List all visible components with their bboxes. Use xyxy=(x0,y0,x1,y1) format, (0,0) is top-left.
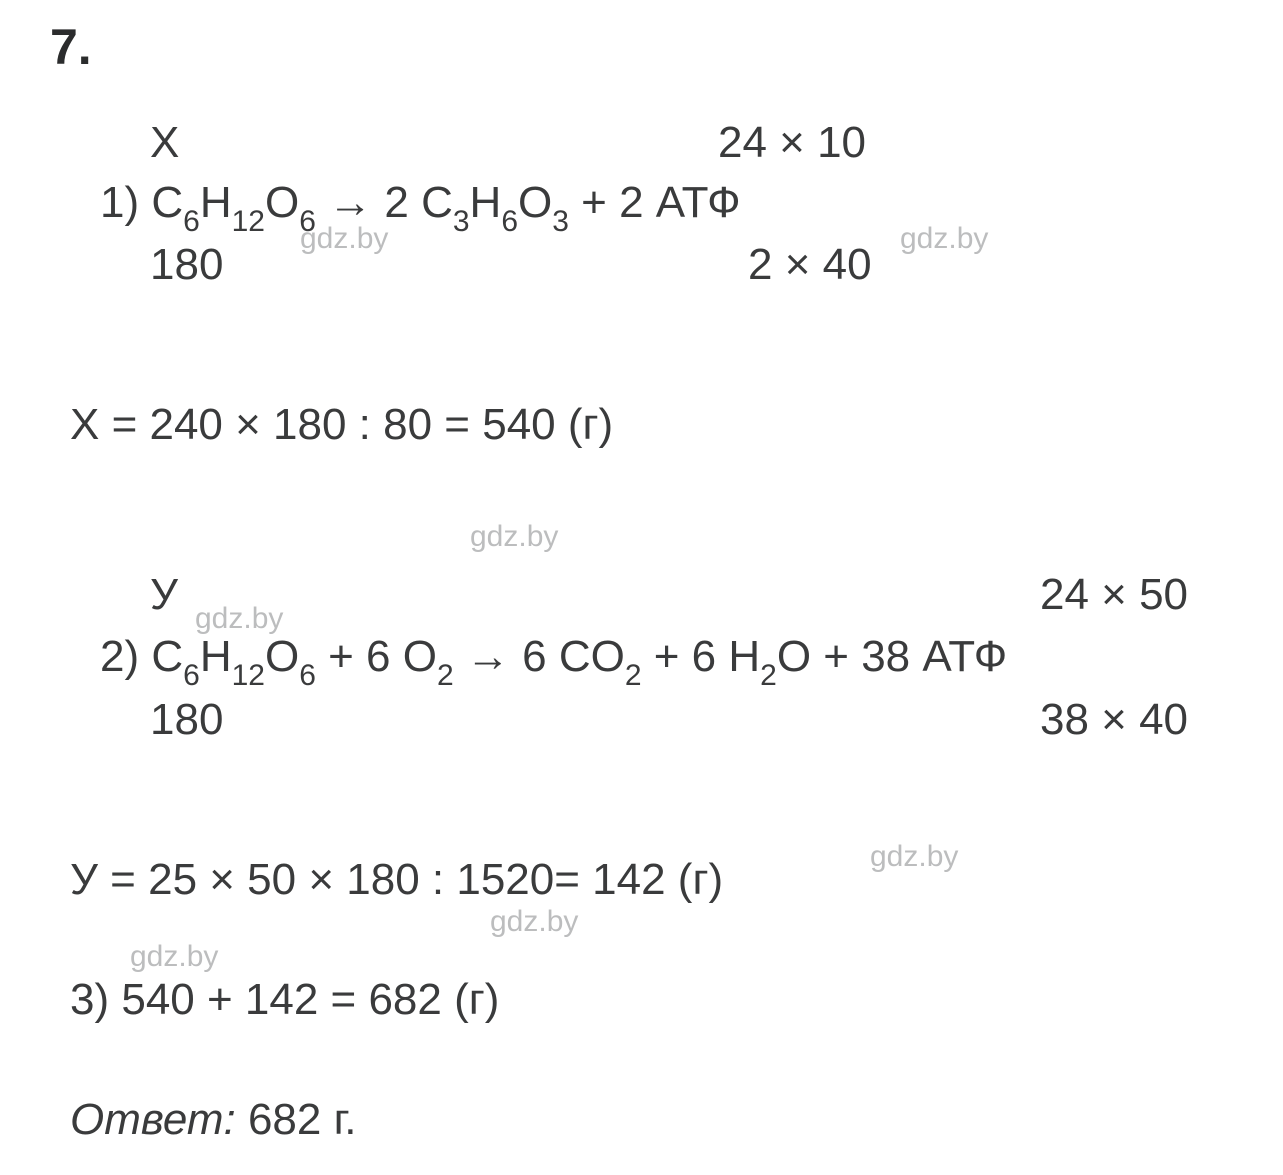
eq1-H3: H xyxy=(470,178,502,227)
eq2-line: 2) C6H12O6 + 6 O2 → 6 CO2 + 6 H2O + 38 А… xyxy=(100,632,1007,682)
watermark-7: gdz.by xyxy=(130,940,218,974)
eq1-x-label: Х xyxy=(150,118,179,168)
eq1-bottom-left: 180 xyxy=(150,240,223,290)
eq1-arrow: → xyxy=(316,178,384,227)
eq2-plus-o2: + 6 O xyxy=(316,632,437,681)
watermark-4: gdz.by xyxy=(195,602,283,636)
eq2-bottom-right: 38 × 40 xyxy=(1040,695,1188,745)
eq2-12: 12 xyxy=(232,659,265,692)
eq2-C1: C xyxy=(151,632,183,681)
eq2-arrow: → xyxy=(454,632,522,681)
eq2-plus-atp: + 38 АТФ xyxy=(811,632,1007,681)
watermark-1: gdz.by xyxy=(300,222,388,256)
eq1-3a: 3 xyxy=(453,205,470,238)
watermark-5: gdz.by xyxy=(870,840,958,874)
eq2-co2: 6 CO xyxy=(522,632,625,681)
eq2-num: 2) xyxy=(100,632,151,681)
problem-number: 7. xyxy=(50,18,92,76)
eq2-h2o-a: + 6 H xyxy=(642,632,761,681)
eq1-top-right: 24 × 10 xyxy=(718,118,866,168)
eq1-H1: H xyxy=(200,178,232,227)
answer-label: Ответ: xyxy=(70,1095,236,1144)
worksheet-content: 7. Х 24 × 10 1) C6H12O6 → 2 C3H6O3 + 2 А… xyxy=(0,0,1283,1175)
y-calc: У = 25 × 50 × 180 : 1520= 142 (г) xyxy=(70,855,723,905)
watermark-2: gdz.by xyxy=(900,222,988,256)
eq1-C3: C xyxy=(421,178,453,227)
eq2-h2osub: 2 xyxy=(760,659,777,692)
eq2-6a: 6 xyxy=(183,659,200,692)
eq1-two: 2 xyxy=(384,178,421,227)
x-calc: Х = 240 × 180 : 80 = 540 (г) xyxy=(70,400,613,450)
eq2-bottom-left: 180 xyxy=(150,695,223,745)
eq2-6b: 6 xyxy=(299,659,316,692)
eq1-12: 12 xyxy=(232,205,265,238)
eq1-6a: 6 xyxy=(183,205,200,238)
eq1-6c: 6 xyxy=(501,205,518,238)
eq2-O1: O xyxy=(265,632,299,681)
answer-value: 682 г. xyxy=(236,1095,357,1144)
eq1-plus-atp: + 2 АТФ xyxy=(569,178,741,227)
eq1-C1: C xyxy=(151,178,183,227)
eq1-O1: O xyxy=(265,178,299,227)
eq2-y-label: У xyxy=(150,570,178,620)
watermark-3: gdz.by xyxy=(470,520,558,554)
eq1-line: 1) C6H12O6 → 2 C3H6O3 + 2 АТФ xyxy=(100,178,741,228)
eq2-h2o-O: O xyxy=(777,632,811,681)
eq1-3b: 3 xyxy=(552,205,569,238)
eq2-H1: H xyxy=(200,632,232,681)
answer-line: Ответ: 682 г. xyxy=(70,1095,357,1145)
sum-calc: 3) 540 + 142 = 682 (г) xyxy=(70,975,499,1025)
eq1-bottom-right: 2 × 40 xyxy=(748,240,872,290)
eq2-co2sub: 2 xyxy=(625,659,642,692)
watermark-6: gdz.by xyxy=(490,905,578,939)
eq2-o2sub: 2 xyxy=(437,659,454,692)
eq2-top-right: 24 × 50 xyxy=(1040,570,1188,620)
eq1-num: 1) xyxy=(100,178,151,227)
eq1-O3: O xyxy=(518,178,552,227)
